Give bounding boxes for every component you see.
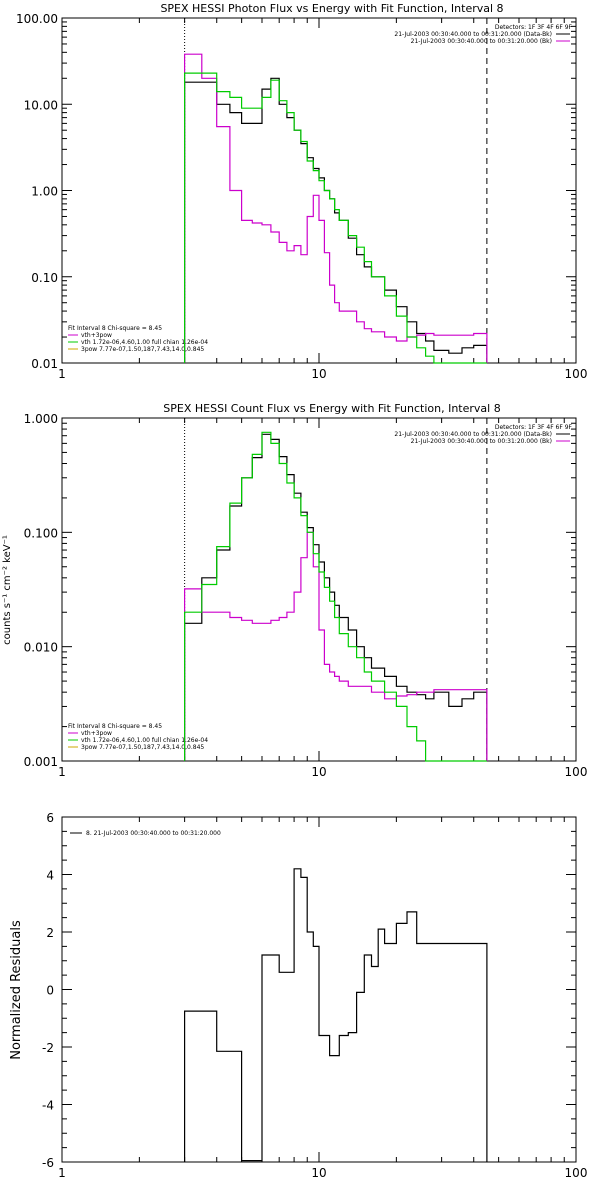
count-flux-title: SPEX HESSI Count Flux vs Energy with Fit… [163,402,500,415]
series-bk [184,53,488,363]
fit-legend-entry: 3pow 7.77e-07,1.50,187,7.43,14.0,0.845 [81,346,204,353]
y-tick-label: 4 [46,869,54,883]
count-flux-yticks: 1.000 0.100 0.010 0.001 [24,412,576,769]
residuals-legend-text: 8. 21-Jul-2003 00:30:40.000 to 00:31:20.… [86,830,221,837]
y-tick-label: -2 [42,1041,54,1055]
series-data-bk [184,433,488,761]
x-tick-label: 10 [311,765,326,779]
photon-flux-frame [61,17,577,364]
y-tick-label: 0.100 [24,526,58,540]
photon-flux-title: SPEX HESSI Photon Flux vs Energy with Fi… [160,2,503,15]
x-tick-label: 100 [565,367,588,381]
y-tick-label: 1.00 [31,185,58,199]
y-tick-label: 0.010 [24,641,58,655]
residuals-xticks: 1 10 100 [58,817,587,1180]
y-tick-label: 0.01 [31,357,58,371]
y-tick-label: 6 [46,811,54,825]
legend-entry: 21-Jul-2003 00:30:40.000 to 00:31:20.000… [411,438,552,445]
y-tick-label: 100.00 [16,12,58,26]
x-tick-label: 1 [58,367,66,381]
fit-header: Fit Interval 8 Chi-square = 8.45 [68,325,162,332]
photon-flux-detectors: Detectors: 1F 3F 4F 6F 9F [495,24,573,31]
series-vth-3pow [184,72,487,364]
y-tick-label: -6 [42,1156,54,1170]
series-bk [184,531,488,761]
count-flux-fit-legend: Fit Interval 8 Chi-square = 8.45vth+3pow… [68,723,208,751]
legend-entry: 21-Jul-2003 00:30:40.000 to 00:31:20.000… [394,431,552,438]
y-tick-label: 0.10 [31,271,58,285]
fit-legend-entry: 3pow 7.77e-07,1.50,187,7.43,14.0,0.845 [81,744,204,751]
y-tick-label: 1.000 [24,412,58,426]
count-flux-detectors: Detectors: 1F 3F 4F 6F 9F [495,424,573,431]
y-tick-label: 0.001 [24,755,58,769]
y-tick-label: -4 [42,1099,54,1113]
photon-flux-panel: SPEX HESSI Photon Flux vs Energy with Fi… [16,2,587,381]
x-tick-label: 10 [311,1166,326,1180]
count-flux-xticks: 1 10 100 [58,418,587,779]
count-flux-ylabel: counts s⁻¹ cm⁻² keV⁻¹ [2,535,13,645]
photon-flux-yticks: 100.00 10.00 1.00 0.10 0.01 [16,12,576,371]
y-tick-label: 10.00 [24,98,58,112]
fit-legend-entry: vth 1.72e-06,4.60,1.00 full chian 1.26e-… [81,737,208,744]
count-flux-legend-right: 21-Jul-2003 00:30:40.000 to 00:31:20.000… [394,431,570,445]
photon-flux-legend-right: 21-Jul-2003 00:30:40.000 to 00:31:20.000… [394,31,570,45]
residuals-panel: Normalized Residuals 8. 21-Jul-2003 00:3… [9,811,587,1180]
residuals-plot [184,868,488,1162]
x-tick-label: 1 [58,1166,66,1180]
series-data-bk [184,77,488,363]
x-tick-label: 100 [565,765,588,779]
count-flux-panel: SPEX HESSI Count Flux vs Energy with Fit… [2,402,587,779]
y-tick-label: 2 [46,926,54,940]
fit-legend-entry: vth+3pow [81,730,112,737]
fit-legend-entry: vth 1.72e-06,4.60,1.00 full chian 1.26e-… [81,339,208,346]
fit-header: Fit Interval 8 Chi-square = 8.45 [68,723,162,730]
legend-entry: 21-Jul-2003 00:30:40.000 to 00:31:20.000… [394,31,552,38]
photon-flux-fit-legend: Fit Interval 8 Chi-square = 8.45vth+3pow… [68,325,208,353]
x-tick-label: 1 [58,765,66,779]
fit-legend-entry: vth+3pow [81,332,112,339]
count-flux-plot [184,418,488,762]
residuals-yticks: 6 4 2 0 -2 -4 -6 [42,811,576,1170]
legend-entry: 21-Jul-2003 00:30:40.000 to 00:31:20.000… [411,38,552,45]
x-tick-label: 100 [565,1166,588,1180]
series-8-21-jul-2003-00-30-40-000-to-00-31-20-000 [184,868,488,1162]
series-vth-3pow [184,431,487,762]
residuals-ylabel: Normalized Residuals [9,920,24,1060]
x-tick-label: 10 [311,367,326,381]
y-tick-label: 0 [46,984,54,998]
photon-flux-plot [184,18,488,364]
